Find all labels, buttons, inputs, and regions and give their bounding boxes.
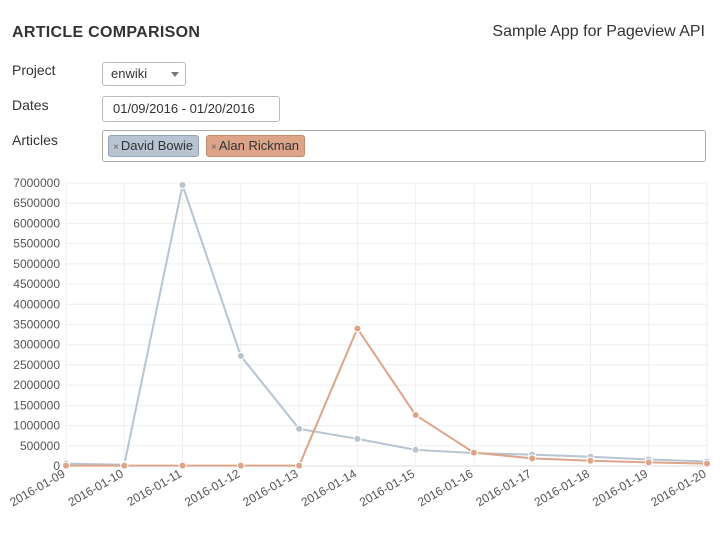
data-point[interactable] [178,181,187,190]
x-tick-label: 2016-01-10 [66,466,126,509]
remove-icon[interactable]: × [211,142,217,153]
y-tick-label: 4500000 [13,277,60,291]
y-tick-label: 3500000 [13,318,60,332]
data-point[interactable] [528,454,537,463]
project-select[interactable]: enwiki [102,62,186,86]
x-tick-label: 2016-01-13 [240,466,300,509]
data-point[interactable] [120,461,129,470]
y-tick-label: 2000000 [13,378,60,392]
data-point[interactable] [644,458,653,467]
page-title: ARTICLE COMPARISON [12,24,201,41]
x-tick-label: 2016-01-14 [299,466,359,509]
y-tick-label: 7000000 [13,176,60,190]
y-tick-label: 6000000 [13,216,60,230]
y-tick-label: 1500000 [13,398,60,412]
data-point[interactable] [178,461,187,470]
series-line [65,181,708,466]
x-tick-label: 2016-01-16 [415,466,475,509]
x-tick-label: 2016-01-09 [7,466,67,509]
data-point[interactable] [62,461,70,470]
y-tick-label: 0 [53,459,60,473]
articles-label: Articles [12,132,58,148]
x-tick-label: 2016-01-19 [590,466,650,509]
remove-icon[interactable]: × [113,142,119,153]
x-tick-label: 2016-01-15 [357,466,417,509]
x-tick-label: 2016-01-17 [474,466,534,509]
data-point[interactable] [236,461,245,470]
app-subtitle: Sample App for Pageview API [492,23,705,40]
y-tick-label: 1000000 [13,419,60,433]
project-select-value: enwiki [111,66,148,81]
article-tag-alan-rickman[interactable]: × Alan Rickman [206,135,306,157]
x-tick-label: 2016-01-11 [125,466,185,509]
y-tick-label: 6500000 [13,196,60,210]
dates-label: Dates [12,97,49,113]
x-tick-label: 2016-01-12 [182,466,242,509]
data-point[interactable] [469,448,478,457]
data-point[interactable] [411,445,420,454]
series-line [66,326,708,467]
x-tick-label: 2016-01-18 [532,466,592,509]
data-point[interactable] [295,461,304,470]
data-point[interactable] [411,411,420,420]
data-point[interactable] [703,459,711,468]
article-tag-david-bowie[interactable]: × David Bowie [108,135,200,157]
chevron-down-icon [171,72,179,77]
data-point[interactable] [353,324,362,333]
article-tag-label: David Bowie [120,138,194,153]
project-label: Project [12,62,56,78]
data-point[interactable] [586,456,595,465]
y-tick-label: 5000000 [13,257,60,271]
data-point[interactable] [353,434,362,443]
y-tick-label: 2500000 [13,358,60,372]
y-tick-label: 4000000 [13,297,60,311]
y-tick-label: 3000000 [13,338,60,352]
y-tick-label: 5500000 [13,237,60,251]
pageviews-line-chart: 0 500000 1000000 1500000 2000000 2500000 30000… [7,176,711,509]
articles-input[interactable]: × David Bowie × Alan Rickman [102,130,706,162]
x-tick-label: 2016-01-20 [648,466,708,509]
dates-input[interactable]: 01/09/2016 - 01/20/2016 [102,96,280,122]
article-tag-label: Alan Rickman [218,138,300,153]
data-point[interactable] [236,352,245,361]
data-point[interactable] [295,424,304,433]
y-tick-label: 500000 [20,439,60,453]
